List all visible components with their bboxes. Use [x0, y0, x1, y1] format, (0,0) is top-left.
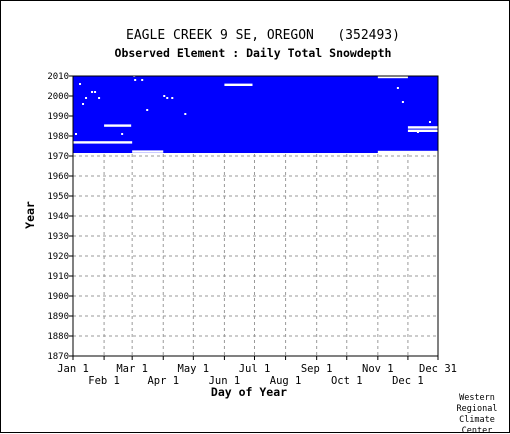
- missing-data-point: [146, 109, 149, 111]
- x-tick-label: Dec 31: [419, 363, 457, 375]
- missing-data-point: [98, 97, 101, 99]
- missing-data-segment: [407, 129, 438, 132]
- missing-data-segment: [377, 75, 408, 79]
- missing-data-point: [82, 103, 85, 105]
- y-axis-label: Year: [23, 201, 37, 229]
- y-tick-label: 1930: [47, 232, 69, 242]
- y-tick-label: 1960: [47, 172, 69, 182]
- missing-data-point: [184, 113, 187, 115]
- x-tick-label: Feb 1: [88, 375, 120, 387]
- x-tick-label: Aug 1: [270, 375, 302, 387]
- y-tick-label: 1940: [47, 212, 69, 222]
- plot-border: [72, 75, 439, 357]
- x-tick-label: Apr 1: [147, 375, 179, 387]
- credit-line-3: Climate: [459, 415, 495, 425]
- missing-data-point: [91, 91, 94, 93]
- y-tick-label: 2010: [47, 72, 69, 82]
- missing-data-segment: [73, 141, 133, 144]
- y-tick-label: 2000: [47, 92, 69, 102]
- credit-line-2: Regional: [457, 404, 498, 414]
- chart-title: EAGLE CREEK 9 SE, OREGON (352493): [126, 28, 400, 43]
- missing-data-segment: [104, 124, 132, 127]
- x-tick-label: Jun 1: [209, 375, 241, 387]
- missing-data-segment: [377, 150, 438, 154]
- missing-data-point: [401, 101, 404, 103]
- wrcc-credit: Western Regional Climate Center: [457, 393, 498, 434]
- y-tick-label: 1950: [47, 192, 69, 202]
- y-tick-label: 1980: [47, 132, 69, 142]
- credit-line-4: Center: [462, 426, 493, 434]
- missing-data-point: [166, 97, 169, 99]
- x-axis-label: Day of Year: [211, 385, 287, 399]
- x-tick-label: Jan 1: [57, 363, 89, 375]
- record-block: [73, 76, 438, 153]
- y-tick-label: 1870: [47, 352, 69, 362]
- y-tick-label: 1900: [47, 292, 69, 302]
- credit-line-1: Western: [459, 393, 495, 403]
- missing-data-point: [85, 97, 88, 99]
- missing-data-point: [428, 121, 431, 123]
- missing-data-point: [141, 79, 144, 81]
- missing-data-point: [121, 133, 124, 135]
- missing-data-segment: [224, 83, 253, 86]
- missing-data-point: [171, 97, 174, 99]
- plot-area: 1870 1880 1890 1900 1910 1920 1930 1940 1950 1960…: [47, 72, 457, 387]
- missing-data-point: [94, 91, 97, 93]
- y-tick-label: 1920: [47, 252, 69, 262]
- x-tick-label: Mar 1: [116, 363, 148, 375]
- y-tick-label: 1910: [47, 272, 69, 282]
- missing-data-point: [163, 95, 166, 97]
- y-tick-label: 1890: [47, 312, 69, 322]
- missing-data-point: [134, 79, 137, 81]
- y-tick-label: 1880: [47, 332, 69, 342]
- x-tick-label: Oct 1: [331, 375, 363, 387]
- missing-data-point: [75, 133, 78, 135]
- missing-data-point: [79, 83, 82, 85]
- x-tick-label: Jul 1: [239, 363, 271, 375]
- missing-data-point: [396, 87, 399, 89]
- missing-data-segment: [132, 150, 164, 153]
- missing-data-segment: [407, 126, 438, 129]
- missing-data-point: [416, 131, 419, 133]
- chart-subtitle: Observed Element : Daily Total Snowdepth: [115, 46, 392, 60]
- x-tick-label: Dec 1: [392, 375, 424, 387]
- x-tick-label: Nov 1: [362, 363, 394, 375]
- x-tick-label: Sep 1: [301, 363, 333, 375]
- y-tick-label: 1970: [47, 152, 69, 162]
- x-tick-label: May 1: [178, 363, 210, 375]
- y-tick-label: 1990: [47, 112, 69, 122]
